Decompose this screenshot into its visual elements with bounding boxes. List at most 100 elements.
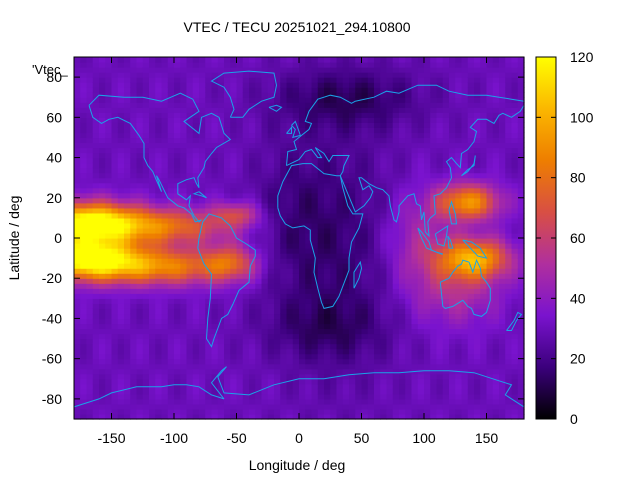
heatmap-cell — [355, 398, 363, 405]
heatmap-cell — [292, 358, 300, 365]
heatmap-cell — [211, 348, 219, 355]
heatmap-cell — [299, 328, 306, 335]
heatmap-cell — [111, 408, 119, 415]
heatmap-cell — [424, 283, 431, 289]
heatmap-cell — [136, 283, 144, 289]
heatmap-cell — [399, 338, 406, 345]
heatmap-cell — [255, 398, 263, 405]
heatmap-cell — [411, 177, 419, 184]
heatmap-cell — [367, 323, 375, 330]
heatmap-cell — [186, 373, 194, 380]
heatmap-cell — [205, 192, 213, 199]
heatmap-cell — [305, 62, 313, 68]
heatmap-cell — [349, 258, 356, 264]
heatmap-cell — [411, 132, 419, 139]
heatmap-cell — [411, 378, 419, 385]
heatmap-cell — [399, 273, 406, 279]
heatmap-cell — [449, 197, 456, 204]
heatmap-cell — [430, 238, 438, 244]
heatmap-cell — [449, 112, 456, 118]
heatmap-cell — [105, 182, 113, 189]
heatmap-cell — [155, 388, 163, 395]
heatmap-cell — [417, 338, 425, 345]
heatmap-cell — [367, 107, 375, 113]
heatmap-cell — [255, 212, 263, 219]
heatmap-cell — [280, 117, 288, 123]
heatmap-cell — [149, 97, 156, 103]
heatmap-cell — [311, 87, 319, 93]
heatmap-cell — [249, 263, 256, 269]
heatmap-cell — [342, 278, 350, 284]
heatmap-cell — [186, 72, 194, 78]
heatmap-cell — [255, 112, 263, 118]
heatmap-cell — [105, 192, 113, 199]
heatmap-cell — [299, 87, 306, 93]
heatmap-cell — [305, 107, 313, 113]
heatmap-cell — [461, 403, 469, 410]
heatmap-cell — [411, 77, 419, 83]
heatmap-cell — [99, 243, 106, 249]
heatmap-cell — [342, 393, 350, 400]
heatmap-cell — [205, 172, 213, 179]
heatmap-cell — [142, 258, 150, 264]
heatmap-cell — [455, 248, 463, 254]
heatmap-cell — [230, 222, 238, 229]
heatmap-cell — [149, 243, 156, 249]
heatmap-cell — [111, 222, 119, 229]
heatmap-cell — [217, 212, 225, 219]
heatmap-cell — [186, 413, 194, 420]
heatmap-cell — [155, 167, 163, 174]
heatmap-cell — [74, 72, 81, 78]
heatmap-cell — [367, 263, 375, 269]
heatmap-cell — [149, 273, 156, 279]
heatmap-cell — [86, 408, 94, 415]
heatmap-cell — [292, 217, 300, 224]
heatmap-cell — [349, 117, 356, 123]
heatmap-cell — [74, 122, 81, 128]
heatmap-cell — [480, 67, 488, 73]
heatmap-cell — [330, 263, 338, 269]
heatmap-cell — [424, 303, 431, 309]
heatmap-cell — [405, 283, 413, 289]
heatmap-cell — [292, 172, 300, 179]
heatmap-cell — [230, 278, 238, 284]
heatmap-cell — [192, 253, 200, 259]
heatmap-cell — [386, 182, 394, 189]
heatmap-cell — [436, 333, 444, 340]
heatmap-cell — [317, 157, 325, 164]
heatmap-cell — [242, 172, 250, 179]
heatmap-cell — [192, 238, 200, 244]
heatmap-cell — [461, 278, 469, 284]
heatmap-cell — [99, 177, 106, 184]
heatmap-cell — [192, 137, 200, 144]
heatmap-cell — [499, 82, 506, 88]
heatmap-cell — [292, 127, 300, 134]
heatmap-cell — [242, 72, 250, 78]
heatmap-cell — [161, 268, 169, 274]
heatmap-cell — [299, 253, 306, 259]
heatmap-cell — [436, 207, 444, 214]
heatmap-cell — [499, 368, 506, 375]
heatmap-cell — [261, 303, 269, 309]
heatmap-cell — [292, 328, 300, 335]
heatmap-cell — [330, 343, 338, 350]
heatmap-cell — [186, 87, 194, 93]
heatmap-cell — [155, 313, 163, 320]
heatmap-cell — [117, 368, 125, 375]
heatmap-cell — [224, 398, 231, 405]
heatmap-cell — [236, 238, 244, 244]
heatmap-cell — [455, 353, 463, 360]
heatmap-cell — [380, 192, 388, 199]
heatmap-cell — [392, 92, 400, 98]
heatmap-cell — [299, 217, 306, 224]
heatmap-cell — [424, 172, 431, 179]
heatmap-cell — [299, 202, 306, 209]
heatmap-cell — [274, 137, 281, 144]
heatmap-cell — [261, 328, 269, 335]
heatmap-cell — [399, 358, 406, 365]
heatmap-cell — [305, 358, 313, 365]
heatmap-cell — [499, 263, 506, 269]
heatmap-cell — [274, 172, 281, 179]
heatmap-cell — [180, 197, 188, 204]
heatmap-cell — [261, 348, 269, 355]
